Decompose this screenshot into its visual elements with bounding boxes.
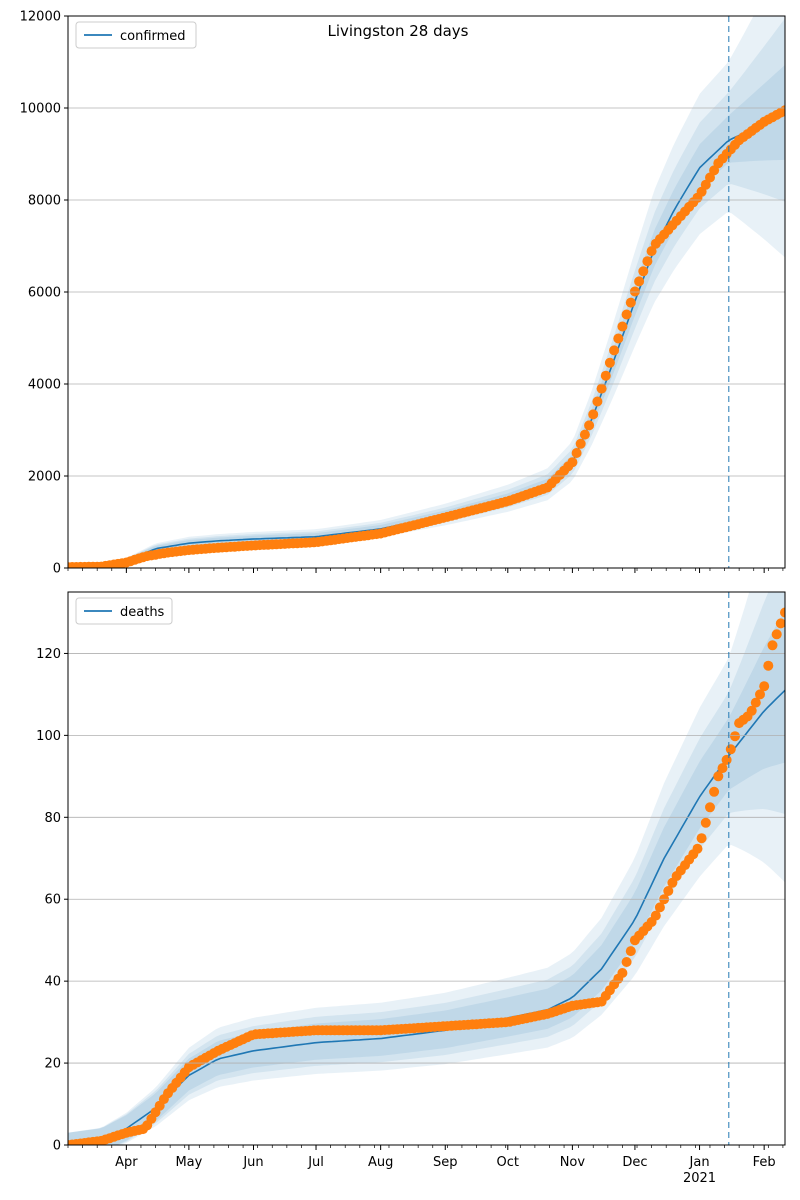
observed-point (700, 817, 711, 828)
observed-point (730, 731, 740, 742)
observed-point (588, 409, 599, 420)
deaths-panel: 0 20 40 60 80 100 120 Apr May Jun Jul Aug Sep Oct Nov D… (36, 591, 786, 1186)
observed-point (642, 256, 653, 267)
observed-point (717, 763, 728, 774)
observed-point (617, 968, 628, 978)
observed-point (755, 689, 765, 700)
legend-box (75, 21, 197, 49)
legend-label: deaths (120, 605, 165, 620)
y-tick-label: 20 (44, 1057, 61, 1072)
x-tick-label: Oct (497, 1155, 519, 1170)
legend-label: confirmed (120, 29, 186, 44)
y-tick-label: 6000 (28, 286, 61, 301)
y-tick-label: 80 (44, 811, 61, 826)
axes-frame (67, 591, 786, 1146)
y-tick-label: 8000 (28, 194, 61, 209)
p0-plot-area (68, 16, 785, 568)
x-tick-label: Apr (115, 1155, 138, 1170)
observed-point (609, 345, 620, 356)
x-tick-label: Jan (689, 1155, 710, 1170)
x-tick-label: Sep (433, 1155, 458, 1170)
y-tick-label: 12000 (20, 10, 61, 25)
p0-legend: confirmed (75, 21, 197, 49)
observed-point (600, 370, 611, 381)
observed-point (571, 448, 582, 458)
y-tick-label: 10000 (20, 102, 61, 117)
y-tick-label: 120 (36, 647, 61, 662)
observed-point (663, 886, 674, 896)
chart-title: Livingston 28 days (327, 22, 468, 40)
observed-point (650, 910, 661, 921)
observed-point (696, 833, 707, 844)
observed-point (713, 771, 724, 782)
observed-point (746, 705, 757, 716)
legend-box (75, 597, 173, 625)
observed-point (634, 276, 645, 287)
observed-point (617, 321, 628, 332)
x-tick-label: Feb (753, 1155, 776, 1170)
p1-legend: deaths (75, 597, 173, 625)
observed-point (709, 786, 720, 797)
x-tick-label: Jul (307, 1155, 324, 1170)
y-tick-label: 60 (44, 893, 61, 908)
observed-point (613, 333, 624, 344)
observed-point (775, 618, 785, 629)
y-tick-label: 40 (44, 975, 61, 990)
x-tick-label: Dec (622, 1155, 647, 1170)
uncertainty-band (68, 16, 785, 568)
x-tick-label: May (175, 1155, 202, 1170)
observed-point (625, 297, 636, 308)
observed-point (621, 957, 632, 967)
observed-point (721, 754, 732, 765)
uncertainty-band (68, 592, 785, 1145)
observed-point (621, 309, 632, 320)
uncertainty-band (68, 592, 785, 1145)
x-tick-label: Aug (368, 1155, 393, 1170)
observed-point (654, 902, 665, 913)
observed-point (604, 357, 615, 368)
p1-plot-area (68, 592, 785, 1145)
observed-point (575, 438, 586, 449)
uncertainty-band (68, 609, 785, 1145)
model-line (68, 689, 785, 1145)
uncertainty-band (68, 18, 785, 568)
y-tick-label: 4000 (28, 378, 61, 393)
observed-point (767, 640, 778, 651)
observed-point (567, 457, 578, 468)
observed-point (592, 396, 603, 407)
observed-point (584, 420, 595, 431)
observed-point (692, 843, 703, 854)
x-tick-label: Nov (560, 1155, 586, 1170)
observed-point (763, 660, 774, 671)
y-tick-label: 100 (36, 729, 61, 744)
observed-point (759, 681, 770, 692)
observed-point (638, 266, 649, 277)
observed-point (579, 429, 590, 440)
y-tick-label: 0 (53, 1139, 61, 1154)
observed-point (725, 744, 736, 755)
observed-point (629, 286, 640, 297)
confirmed-panel: 0 2000 4000 6000 8000 10000 12000 confirmed (20, 10, 786, 577)
observed-point (646, 246, 657, 257)
observed-point (771, 629, 782, 640)
observed-point (780, 607, 785, 618)
x-tick-label: Jun (242, 1155, 263, 1170)
observed-point (596, 383, 607, 394)
y-tick-label: 2000 (28, 470, 61, 485)
observed-point (750, 697, 761, 708)
observed-point (625, 946, 636, 957)
y-tick-label: 0 (53, 562, 61, 577)
x-tick-sublabel: 2021 (683, 1171, 716, 1186)
observed-point (705, 802, 715, 813)
